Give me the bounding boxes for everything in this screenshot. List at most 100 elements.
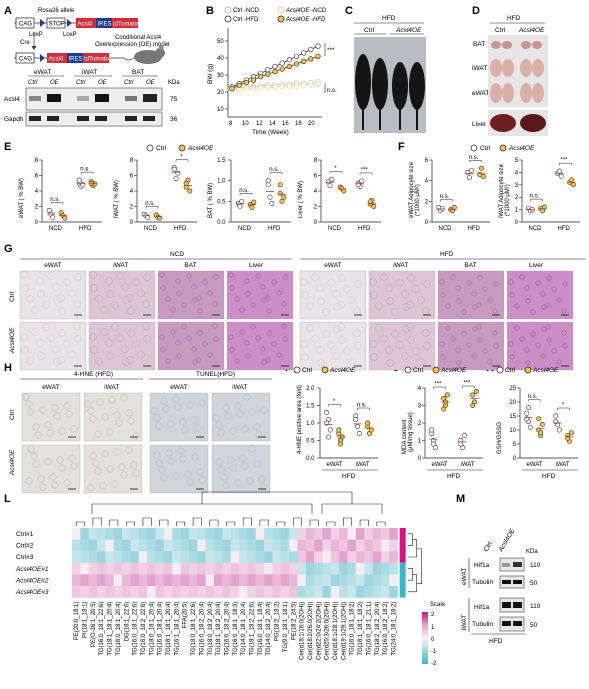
panelJ-point	[473, 389, 479, 394]
g-cell	[353, 329, 361, 337]
g-cell	[74, 273, 82, 281]
h-cell	[229, 464, 237, 472]
h-cell	[153, 451, 161, 459]
l-cell	[72, 574, 81, 587]
g-cell	[375, 302, 383, 310]
e0-ytick: 2	[35, 205, 39, 211]
l-cell	[305, 528, 315, 540]
h-cell	[118, 463, 126, 471]
g-cell	[276, 290, 282, 296]
f1-sig-bracket	[530, 198, 543, 202]
l-cell	[355, 562, 365, 575]
l-dendro-branch	[416, 548, 422, 584]
panelI-ytick: 0.0	[306, 456, 315, 462]
h-cell	[132, 432, 140, 440]
f0-xtick: HFD	[468, 226, 481, 232]
g-cell	[546, 275, 552, 281]
e0-sig: n.s.	[50, 197, 60, 203]
g-row-oe: Acsl4OE	[9, 327, 16, 354]
g-cell	[440, 292, 446, 298]
g-cell	[545, 324, 551, 330]
g-cell	[260, 284, 266, 290]
l-cell	[105, 528, 114, 540]
b-point	[236, 82, 242, 88]
g-cell	[57, 294, 65, 302]
l-cell	[163, 574, 173, 587]
h-cell	[87, 407, 95, 415]
h-cell	[89, 452, 97, 460]
g-cell	[477, 275, 483, 281]
l-cell	[155, 574, 165, 587]
g-cell	[176, 353, 182, 359]
g-cell	[176, 291, 182, 297]
l-cell	[163, 528, 173, 540]
h-tissue-label: iWAT	[232, 384, 247, 391]
l-cell	[72, 562, 81, 575]
l-cell	[172, 528, 181, 540]
l-cell	[255, 562, 265, 575]
l-cell	[122, 574, 131, 587]
l-cell	[280, 539, 290, 552]
panelJ-ytick: 2	[418, 421, 422, 427]
h-cell	[70, 425, 78, 433]
g-cell	[440, 354, 446, 360]
l-cell	[330, 562, 340, 575]
g-cell	[332, 352, 340, 360]
panel-c-photo: HFD Ctrl Acsl4OE	[354, 15, 426, 133]
g-ncd-bat-tile	[157, 270, 225, 320]
g-cell	[165, 296, 171, 302]
h-cell	[25, 477, 33, 485]
g-cell	[74, 335, 82, 343]
l-scale-m2: -2	[431, 661, 437, 667]
g-cell	[89, 333, 97, 341]
g-cell	[122, 296, 130, 304]
l-cell	[314, 562, 323, 575]
g-cell	[333, 303, 341, 311]
g-cell	[353, 307, 361, 315]
e3-sig-bracket	[329, 171, 343, 174]
g-cell	[160, 347, 166, 353]
l-cell	[163, 562, 173, 575]
e0-sig: n.s.	[80, 167, 90, 173]
e-legend-oe: Acsl4OE	[187, 145, 214, 152]
l-col-label: PG(18:2_18:2)	[275, 602, 281, 641]
e2-ytick: 1.0	[217, 179, 226, 185]
g-cell	[519, 274, 525, 280]
g-cell	[492, 308, 498, 314]
b-point	[243, 85, 249, 92]
g-cell	[170, 329, 176, 335]
m-row-tubulin-2: Tubulin	[472, 621, 493, 628]
g-cell	[281, 323, 287, 329]
g-cell	[142, 300, 150, 308]
e1-ytick: 0	[130, 220, 134, 226]
g-cell	[466, 280, 472, 286]
f1-point	[558, 173, 564, 179]
g-cell	[317, 297, 325, 305]
panelI-legend-oe: Acsl4OE	[329, 367, 356, 374]
l-cell	[72, 528, 81, 540]
d-tissue-bat: BAT	[473, 41, 485, 48]
h-cell	[198, 476, 206, 484]
g-cell	[58, 329, 66, 337]
l-cell	[364, 528, 373, 540]
l-cell	[239, 562, 248, 575]
b-ytick-30: 30	[217, 73, 224, 79]
l-cell	[155, 586, 165, 598]
f0-ytick: 4	[425, 179, 429, 185]
g-cell	[455, 285, 461, 291]
g-cell	[407, 336, 415, 344]
panelK-diet: HFD	[542, 473, 556, 480]
panelK-point	[538, 430, 543, 436]
legend-oe-hfd: Acsl4OE -HFD	[285, 17, 326, 23]
h-cell	[34, 431, 42, 439]
h-cell	[227, 456, 235, 464]
h-cell	[125, 409, 133, 417]
l-cell	[372, 539, 382, 552]
g-cell	[261, 359, 267, 365]
l-cell	[322, 562, 332, 575]
l-cell	[330, 528, 340, 540]
b-point	[293, 83, 300, 89]
l-cell	[272, 562, 281, 575]
h-cell	[49, 473, 57, 481]
l-cell	[380, 539, 390, 552]
